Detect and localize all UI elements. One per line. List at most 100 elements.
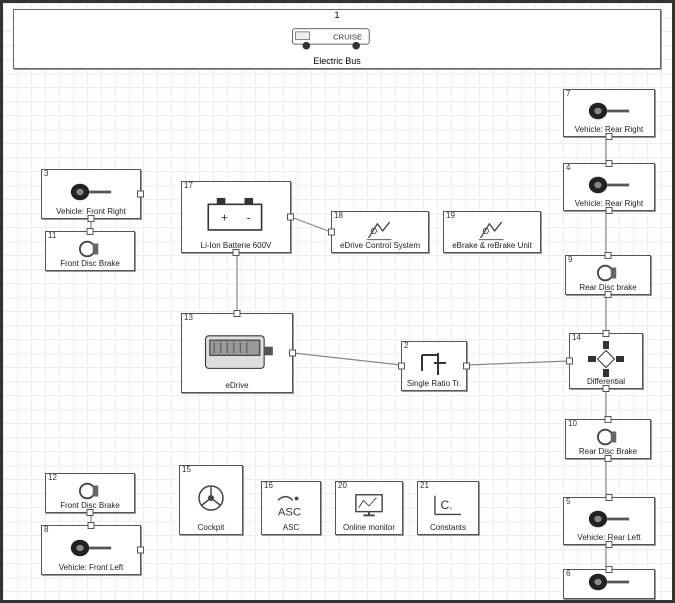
block-ebrake-rebrake-unit[interactable]: 19 eBrake & reBrake Unit xyxy=(443,211,541,253)
block-label: eBrake & reBrake Unit xyxy=(444,242,540,250)
block-label: Cockpit xyxy=(180,524,242,532)
block-number: 8 xyxy=(44,525,48,534)
block-label: eDrive Control System xyxy=(332,242,428,250)
block-label: Front Disc Brake xyxy=(46,260,134,268)
block-number: 4 xyxy=(566,163,570,172)
port-left[interactable] xyxy=(566,358,573,365)
block-li-ion-batterie-600v[interactable]: 17 + - Li-Ion Batterie 600V xyxy=(181,181,291,253)
block-vehicle-rear-right[interactable]: 4 Vehicle: Rear Right xyxy=(563,163,655,211)
brake-icon xyxy=(50,242,130,256)
header-block[interactable]: 1 CRUISE Electric Bus xyxy=(13,9,661,69)
cockpit-icon xyxy=(184,476,238,520)
port-bot-c[interactable] xyxy=(87,509,94,516)
block-number: 9 xyxy=(568,255,572,264)
port-top-c[interactable] xyxy=(606,566,613,573)
block-vehicle-front-left[interactable]: 8 Vehicle: Front Left xyxy=(41,525,141,575)
ctrl-icon xyxy=(336,222,424,238)
block-rear-disc-brake[interactable]: 9 Rear Disc brake xyxy=(565,255,651,295)
port-bot-c[interactable] xyxy=(605,455,612,462)
block-online-monitor[interactable]: 20 Online monitor xyxy=(335,481,403,535)
block-asc[interactable]: 16 ASC ASC xyxy=(261,481,321,535)
asc-icon: ASC xyxy=(266,492,316,520)
svg-text:+: + xyxy=(221,211,228,224)
brake-icon xyxy=(570,266,646,280)
block-rear-disc-brake[interactable]: 10 Rear Disc Brake xyxy=(565,419,651,459)
block-number: 16 xyxy=(264,481,273,490)
port-bot-c[interactable] xyxy=(606,133,613,140)
port-bot-c[interactable] xyxy=(88,215,95,222)
brake-icon xyxy=(50,484,130,498)
block-vehicle-front-right[interactable]: 3 Vehicle: Front Right xyxy=(41,169,141,219)
block-number: 20 xyxy=(338,481,347,490)
block-number: 12 xyxy=(48,473,57,482)
port-top-c[interactable] xyxy=(234,310,241,317)
ctrl-icon xyxy=(448,222,536,238)
port-top-c[interactable] xyxy=(605,416,612,423)
port-top-c[interactable] xyxy=(605,252,612,259)
header-label: Electric Bus xyxy=(313,56,361,66)
gear-icon xyxy=(406,352,462,376)
block-label: Online monitor xyxy=(336,524,402,532)
port-right[interactable] xyxy=(463,363,470,370)
motor-icon xyxy=(186,324,288,378)
block-number: 13 xyxy=(184,313,193,322)
wheel-icon xyxy=(568,100,650,122)
block-number: 14 xyxy=(572,333,581,342)
port-bot-c[interactable] xyxy=(606,207,613,214)
diff-icon xyxy=(574,344,638,374)
block-label: Constants xyxy=(418,524,478,532)
port-top-c[interactable] xyxy=(606,494,613,501)
wire xyxy=(467,361,569,365)
port-top-c[interactable] xyxy=(87,228,94,235)
port-right[interactable] xyxy=(137,547,144,554)
block-edrive-control-system[interactable]: 18 eDrive Control System xyxy=(331,211,429,253)
block-differential[interactable]: 14 Differential xyxy=(569,333,643,389)
brand-text: CRUISE xyxy=(333,33,362,42)
port-top-c[interactable] xyxy=(606,160,613,167)
port-left[interactable] xyxy=(328,229,335,236)
wheel-icon xyxy=(568,508,650,530)
port-left[interactable] xyxy=(398,363,405,370)
diagram-canvas: 1 CRUISE Electric Bus EDC电驱未来 3 Vehicle:… xyxy=(0,0,675,603)
battery-icon: + - xyxy=(186,192,286,238)
port-bot-c[interactable] xyxy=(603,385,610,392)
const-icon: C. xyxy=(422,492,474,520)
block-label: eDrive xyxy=(182,382,292,390)
port-bot-c[interactable] xyxy=(606,541,613,548)
block-number: 11 xyxy=(48,231,56,240)
port-top-c[interactable] xyxy=(88,522,95,529)
block-n6[interactable]: 6 xyxy=(563,569,655,599)
port-right[interactable] xyxy=(287,214,294,221)
block-number: 18 xyxy=(334,211,343,220)
block-vehicle-rear-right[interactable]: 7 Vehicle: Rear Right xyxy=(563,89,655,137)
block-vehicle-rear-left[interactable]: 5 Vehicle: Rear Left xyxy=(563,497,655,545)
port-right[interactable] xyxy=(289,350,296,357)
wheel-icon xyxy=(568,580,650,584)
wheel-icon xyxy=(568,174,650,196)
block-number: 6 xyxy=(566,569,570,578)
brake-icon xyxy=(570,430,646,444)
block-label: ASC xyxy=(262,524,320,532)
port-bot-c[interactable] xyxy=(233,249,240,256)
block-edrive[interactable]: 13 eDrive xyxy=(181,313,293,393)
block-front-disc-brake[interactable]: 12 Front Disc Brake xyxy=(45,473,135,513)
block-number: 19 xyxy=(446,211,455,220)
port-right[interactable] xyxy=(137,191,144,198)
wheel-icon xyxy=(46,536,136,560)
block-constants[interactable]: 21 C. Constants xyxy=(417,481,479,535)
port-top-c[interactable] xyxy=(603,330,610,337)
block-label: Vehicle: Front Left xyxy=(42,564,140,572)
block-number: 5 xyxy=(566,497,570,506)
bus-icon: CRUISE xyxy=(291,24,383,52)
header-number: 1 xyxy=(334,10,339,20)
wire xyxy=(291,217,331,232)
block-cockpit[interactable]: 15 Cockpit xyxy=(179,465,243,535)
svg-text:ASC: ASC xyxy=(278,506,301,518)
block-single-ratio-tr-[interactable]: 2 Single Ratio Tr. xyxy=(401,341,467,391)
svg-text:-: - xyxy=(247,211,251,224)
block-front-disc-brake[interactable]: 11 Front Disc Brake xyxy=(45,231,135,271)
monitor-icon xyxy=(340,492,398,520)
block-number: 15 xyxy=(182,465,191,474)
wheel-icon xyxy=(46,180,136,204)
port-bot-c[interactable] xyxy=(605,291,612,298)
